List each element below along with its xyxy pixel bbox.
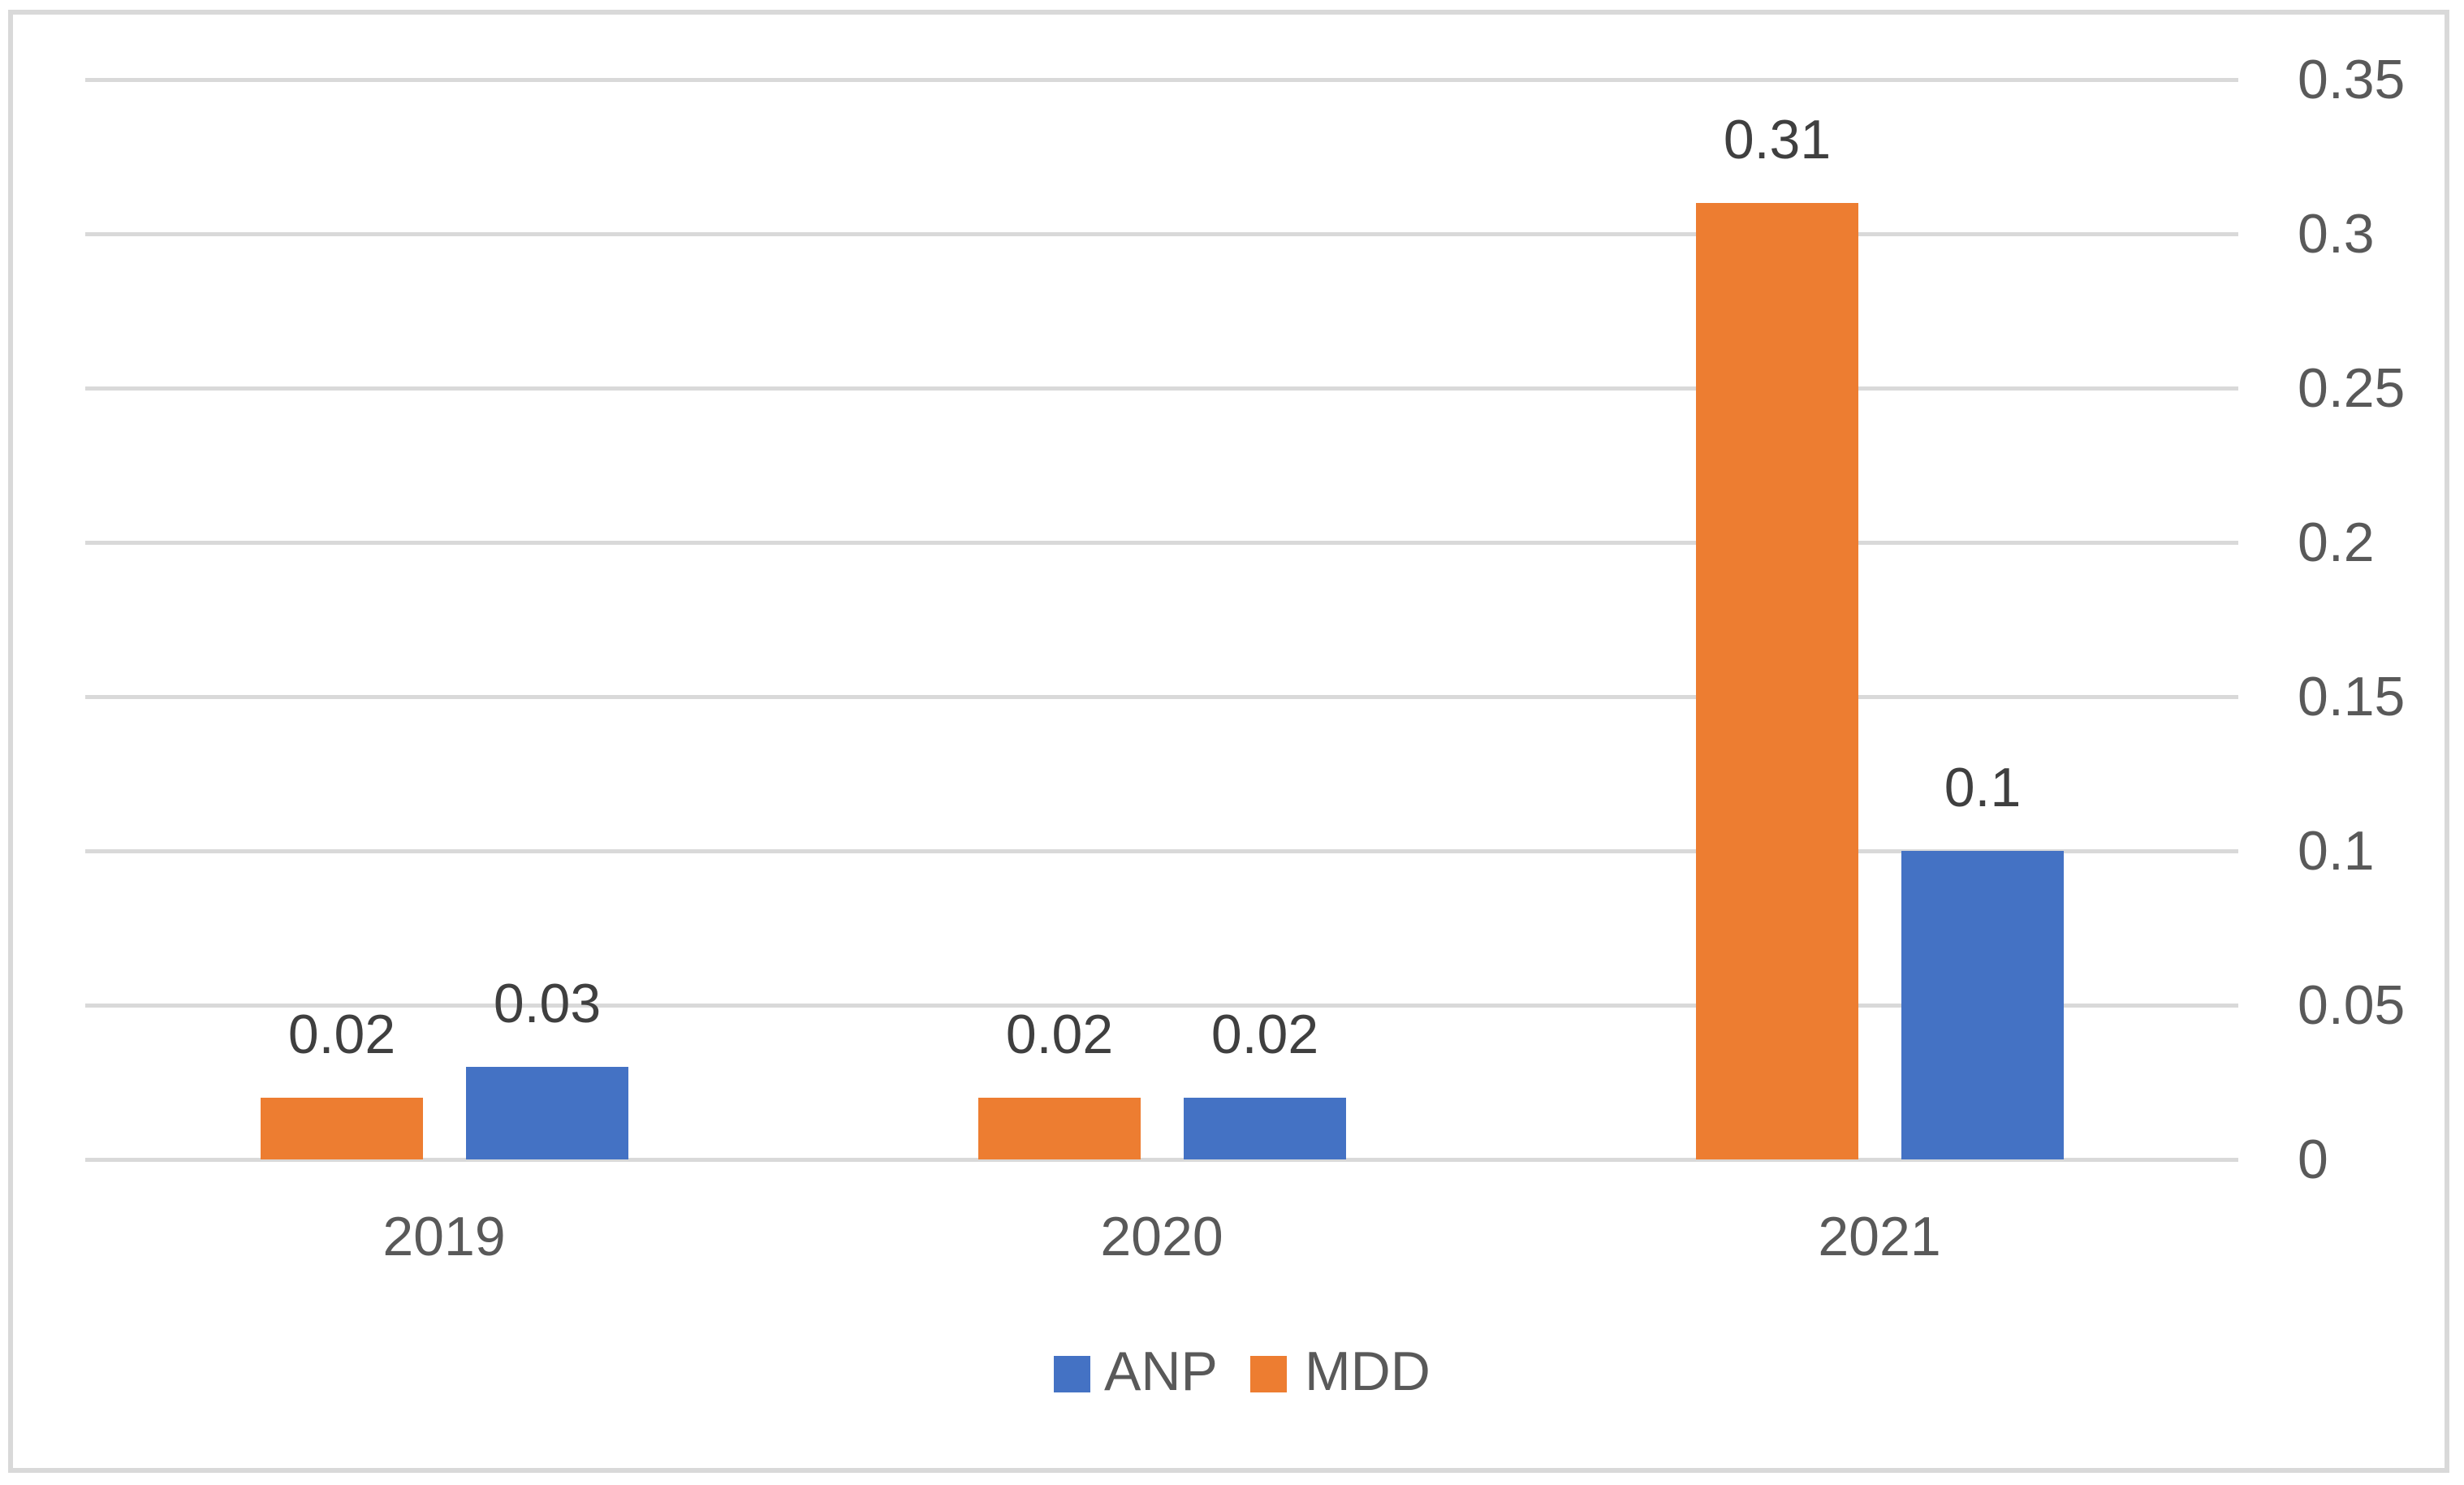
- data-label-anp-2020: 0.02: [1210, 1004, 1319, 1065]
- bar-anp-2021: [1901, 851, 2064, 1159]
- y-axis-tick-label: 0.1: [2298, 820, 2375, 882]
- data-label-anp-2019: 0.03: [493, 973, 602, 1034]
- bar-anp-2019: [466, 1067, 628, 1159]
- bar-mdd-2021: [1696, 203, 1858, 1159]
- bar-mdd-2020: [978, 1098, 1141, 1159]
- data-label-anp-2021: 0.1: [1944, 757, 2022, 818]
- gridline: [85, 695, 2238, 699]
- gridline: [85, 541, 2238, 545]
- gridline: [85, 78, 2238, 82]
- gridline: [85, 849, 2238, 853]
- gridline: [85, 232, 2238, 236]
- gridline: [85, 1158, 2238, 1162]
- legend-swatch-anp: [1054, 1356, 1090, 1392]
- gridline: [85, 386, 2238, 391]
- y-axis-tick-label: 0.05: [2298, 974, 2406, 1036]
- legend-label-mdd: MDD: [1305, 1340, 1431, 1402]
- bar-anp-2020: [1184, 1098, 1346, 1159]
- y-axis-tick-label: 0: [2298, 1129, 2328, 1190]
- y-axis-tick-label: 0.15: [2298, 666, 2406, 727]
- y-axis-tick-label: 0.35: [2298, 49, 2406, 110]
- x-category-label-2019: 2019: [382, 1206, 506, 1267]
- legend-label-anp: ANP: [1104, 1340, 1218, 1402]
- bar-mdd-2019: [261, 1098, 423, 1159]
- x-category-label-2020: 2020: [1100, 1206, 1223, 1267]
- legend-swatch-mdd: [1250, 1356, 1287, 1392]
- y-axis-tick-label: 0.2: [2298, 512, 2375, 573]
- gridline: [85, 1004, 2238, 1008]
- data-label-mdd-2019: 0.02: [287, 1004, 396, 1065]
- data-label-mdd-2021: 0.31: [1723, 109, 1832, 171]
- y-axis-tick-label: 0.3: [2298, 203, 2375, 265]
- x-category-label-2021: 2021: [1818, 1206, 1941, 1267]
- data-label-mdd-2020: 0.02: [1005, 1004, 1114, 1065]
- chart-frame: [8, 10, 2449, 1473]
- y-axis-tick-label: 0.25: [2298, 357, 2406, 419]
